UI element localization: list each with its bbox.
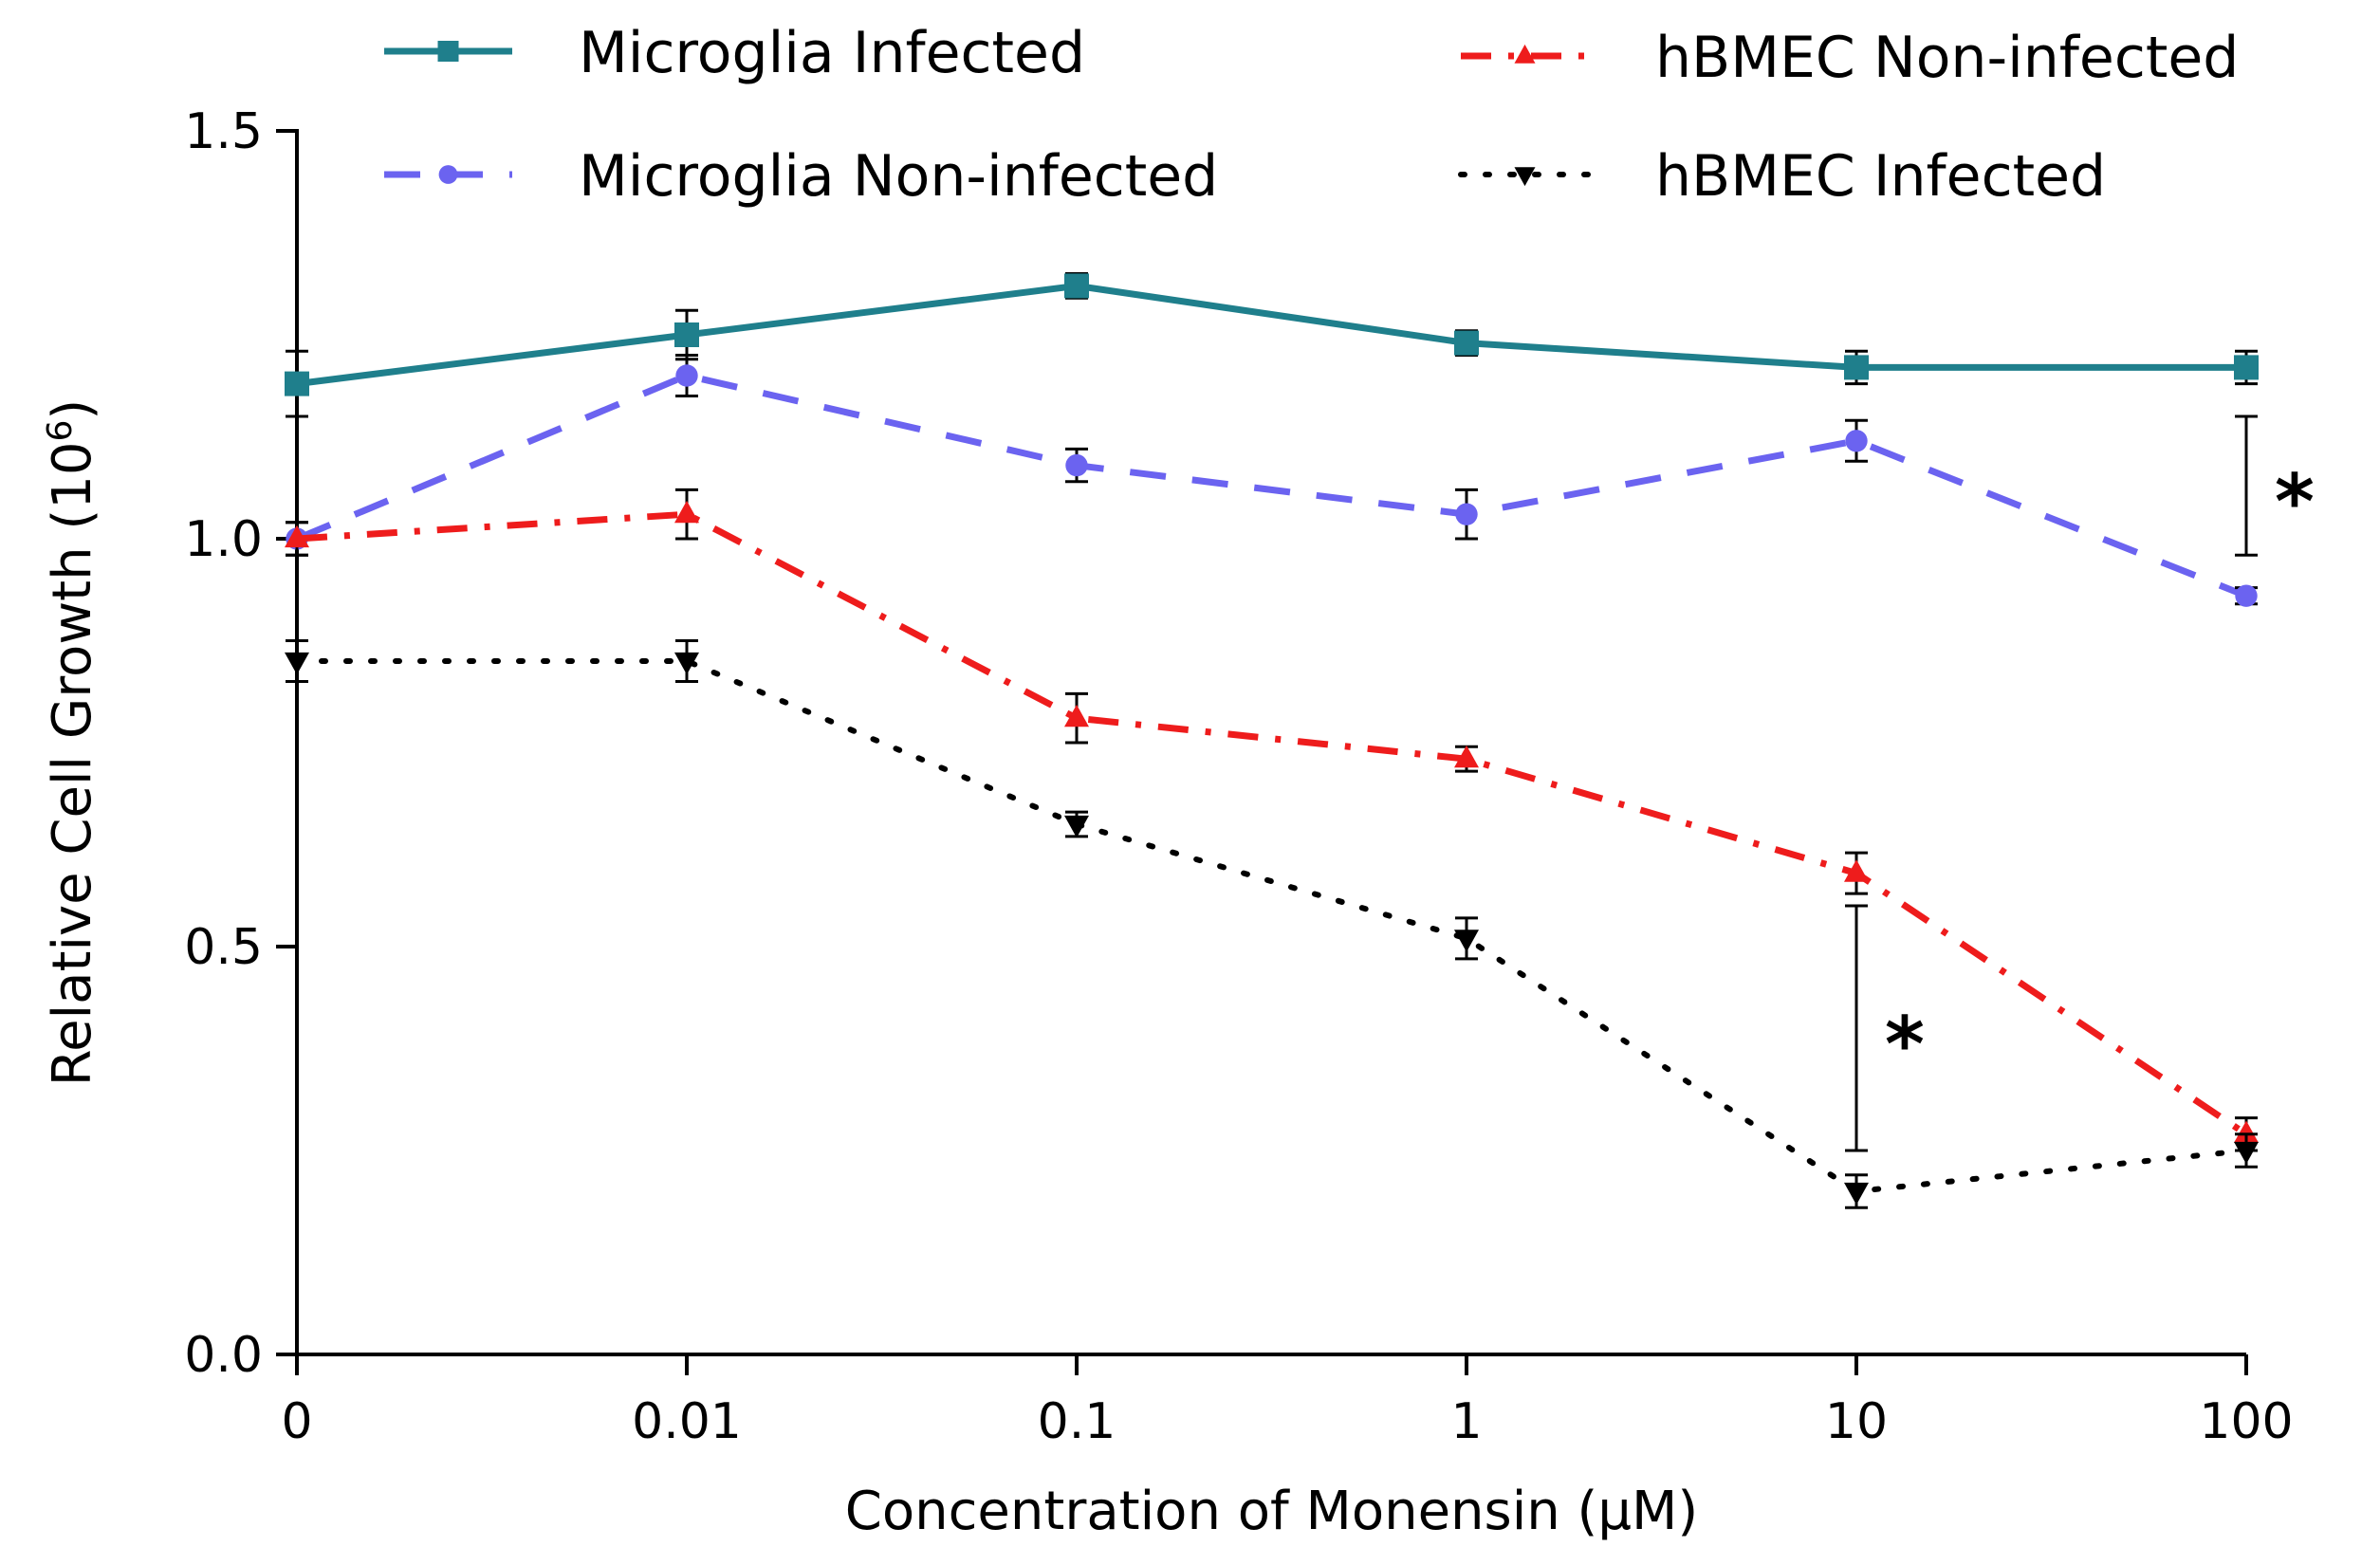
- legend-label: Microglia Infected: [579, 20, 1085, 86]
- x-tick-label: 0.1: [1038, 1393, 1116, 1450]
- series-microglia-infected: [285, 272, 2259, 418]
- data-point: [1064, 815, 1089, 838]
- data-point: [1844, 1182, 1869, 1206]
- significance-annotation: *: [2235, 414, 2315, 557]
- data-point: [674, 322, 699, 347]
- x-tick-label: 100: [2199, 1393, 2293, 1450]
- series-hbmec-infected: [285, 639, 2259, 1209]
- series-hbmec-non-infected: [285, 488, 2259, 1152]
- data-point: [1844, 859, 1869, 882]
- data-point: [1455, 503, 1478, 525]
- legend-item: hBMEC Infected: [1458, 143, 2106, 210]
- data-point: [1454, 330, 1479, 356]
- data-point: [1845, 430, 1868, 452]
- data-point: [1454, 745, 1479, 768]
- y-axis-title: Relative Cell Growth (106): [41, 399, 104, 1086]
- legend-item: Microglia Infected: [384, 20, 1085, 86]
- data-point: [2234, 355, 2259, 380]
- series-line: [294, 658, 2249, 1195]
- legend-marker: [437, 41, 459, 62]
- x-tick-label: 0: [281, 1393, 312, 1450]
- data-point: [1454, 930, 1479, 952]
- x-tick-label: 1: [1450, 1393, 1482, 1450]
- data-point: [285, 371, 309, 396]
- legend-marker: [1514, 167, 1536, 187]
- legend-item: hBMEC Non-infected: [1461, 25, 2239, 91]
- legend-marker: [1514, 44, 1536, 64]
- legend-label: hBMEC Non-infected: [1655, 25, 2239, 91]
- data-point: [2234, 1141, 2259, 1165]
- data-point: [1844, 355, 1869, 380]
- x-tick-label: 0.01: [632, 1393, 742, 1450]
- legend-label: Microglia Non-infected: [579, 143, 1218, 210]
- data-point: [675, 364, 698, 387]
- data-point: [285, 525, 309, 548]
- data-point: [285, 652, 309, 675]
- legend-label: hBMEC Infected: [1655, 143, 2106, 210]
- series-line: [296, 510, 2248, 1137]
- significance-label: *: [1885, 1001, 1925, 1089]
- data-point: [674, 500, 699, 524]
- data-point: [1064, 704, 1089, 727]
- significance-annotation: *: [1845, 904, 1925, 1152]
- legend: Microglia Infected Microglia Non-infected…: [384, 20, 2239, 210]
- y-tick-label: 1.0: [184, 511, 263, 568]
- y-tick-label: 0.5: [184, 919, 263, 976]
- legend-marker: [438, 165, 458, 184]
- y-tick-label: 1.5: [184, 103, 263, 160]
- series-microglia-non-infected: [286, 354, 2258, 607]
- data-point: [2235, 584, 2258, 607]
- series-line: [296, 282, 2246, 388]
- data-point: [1065, 453, 1088, 477]
- y-tick-label: 0.0: [184, 1327, 263, 1384]
- legend-item: Microglia Non-infected: [384, 143, 1218, 210]
- x-tick-label: 10: [1825, 1393, 1888, 1450]
- axes: [295, 129, 2246, 1356]
- series-line: [295, 372, 2248, 599]
- data-point: [1064, 273, 1089, 299]
- x-axis-title: Concentration of Monensin (μM): [845, 1481, 1698, 1542]
- data-point: [674, 652, 699, 675]
- data-point: [2234, 1120, 2259, 1143]
- significance-label: *: [2275, 458, 2315, 546]
